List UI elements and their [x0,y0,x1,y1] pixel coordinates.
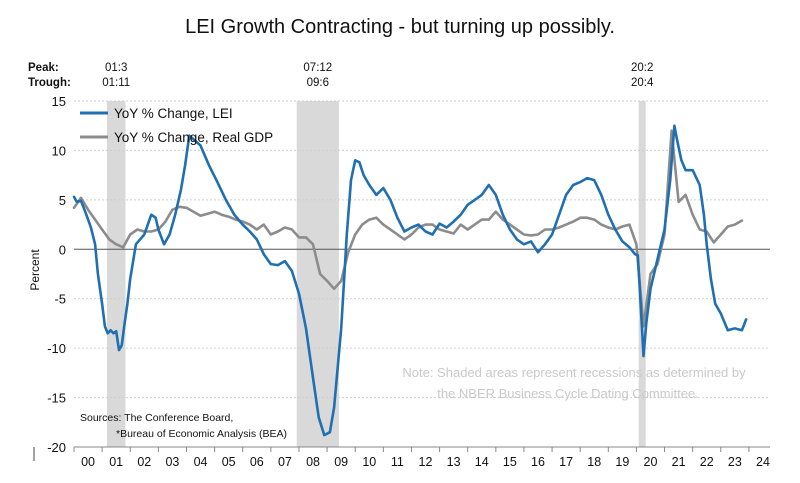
x-tick-label-5: 05 [222,455,236,469]
x-tick-label-0: 00 [81,455,95,469]
recession-labels: 01:3 01:11 07:12 09:6 20:2 20:4 [102,62,654,89]
recession-shading [106,101,646,447]
x-tick-label-14: 14 [475,455,489,469]
x-tick-label-22: 22 [700,455,714,469]
legend-label-lei: YoY % Change, LEI [114,106,233,121]
legend: YoY % Change, LEI YoY % Change, Real GDP [80,106,273,145]
chart-title: LEI Growth Contracting - but turning up … [185,16,615,38]
x-tick-label-7: 07 [278,455,292,469]
source-line-2: *Bureau of Economic Analysis (BEA) [116,428,287,440]
gridlines [74,100,770,399]
source-line-1: Sources: The Conference Board, [80,412,233,424]
note-line-1: Note: Shaded areas represent recessions … [402,365,746,380]
recession-trough-label-0: 01:11 [102,77,130,89]
x-tick-label-16: 16 [531,455,545,469]
peak-label: Peak: [28,62,59,74]
y-tick-label-1: -15 [47,391,66,406]
recession-band-0 [106,101,126,447]
gdp-line [72,129,744,328]
x-tick-label-24: 24 [756,455,770,469]
recession-note: Note: Shaded areas represent recessions … [402,365,746,401]
x-tick-label-2: 02 [137,455,151,469]
y-tick-label-6: 10 [52,143,66,158]
recession-peak-label-0: 01:3 [105,62,127,74]
x-tick-label-12: 12 [419,455,433,469]
x-tick-label-10: 10 [362,455,376,469]
x-tick-label-23: 23 [728,455,742,469]
x-tick-label-9: 09 [334,455,348,469]
y-tick-label-2: -10 [47,341,66,356]
x-tick-label-11: 11 [391,455,404,469]
recession-trough-label-1: 09:6 [307,77,329,89]
trough-label: Trough: [28,77,71,89]
recession-band-2 [638,101,646,447]
legend-label-gdp: YoY % Change, Real GDP [114,130,273,145]
y-tick-label-5: 5 [59,193,66,208]
note-line-2: the NBER Business Cycle Dating Committee… [437,386,699,401]
y-tick-label-3: -5 [54,292,66,307]
x-tick-label-21: 21 [672,455,686,469]
x-tick-label-20: 20 [644,455,658,469]
recession-peak-label-1: 07:12 [303,62,332,74]
x-tick-label-6: 06 [250,455,264,469]
lei-line [72,124,748,437]
x-tick-label-15: 15 [503,455,517,469]
x-tick-label-17: 17 [559,455,573,469]
x-tick-label-18: 18 [587,455,601,469]
x-tick-label-1: 01 [109,455,123,469]
y-tick-label-4: 0 [59,242,66,257]
y-axis-label: Percent [28,249,42,291]
series-lines [72,124,748,437]
x-tick-label-8: 08 [306,455,320,469]
sources: Sources: The Conference Board, *Bureau o… [80,412,287,440]
recession-trough-label-2: 20:4 [631,77,654,89]
recession-peak-label-2: 20:2 [631,62,653,74]
x-tick-label-3: 03 [165,455,179,469]
x-tick-label-4: 04 [194,455,208,469]
x-tick-label-19: 19 [615,455,629,469]
y-tick-label-7: 15 [52,94,66,109]
recession-band-1 [296,101,339,447]
y-tick-label-0: -20 [47,440,66,455]
x-tick-label-13: 13 [447,455,461,469]
